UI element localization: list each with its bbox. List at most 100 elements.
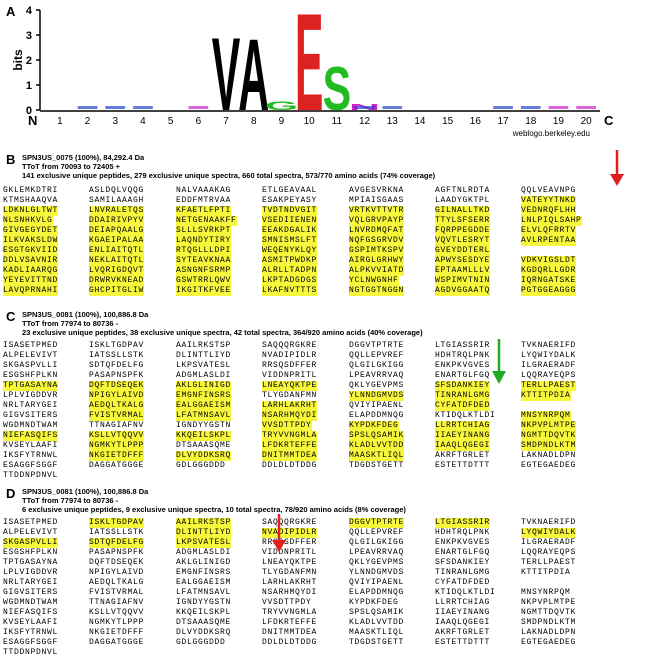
position-label: 6 [196,116,202,127]
sequence-block: DDLVSAVNIR [3,256,59,266]
sequence-block: GDLGGGDDD [176,638,226,647]
sequence-row: SKGASPVLLI SDTQFDELFG LKPSVATESL RRSQSDFFER… [0,538,669,548]
logo-minor-letter [105,106,126,109]
position-label: 16 [470,116,482,127]
sequence-block: IATSSLLSTK [89,528,145,537]
sequence-block: NALVAAAKAG [176,186,232,195]
sequence-block: IQRNGATSKE [521,276,577,286]
sequence-block: AVGESVRKNA [349,186,405,195]
sequence-block: YCLNWGNHF [349,276,399,286]
sequence-block: MAASKTLIQL [349,628,405,637]
sequence-block: LNVRDMQFAT [349,226,405,236]
sequence-row: KTMSHAAQVA SAMILAAAGH EDDFMTRVAA ESAKPEYASY… [0,196,669,206]
sequence-block: SAQQQRGKRE [262,518,318,527]
sequence-block: TRYVVNGMLA [262,431,318,441]
sequence-block: NKGIETDFFF [89,628,145,637]
sequence-block: LNVRALETQS [89,206,145,216]
sequence-block: QVIYIPAENL [349,401,405,410]
position-label: 5 [168,116,174,127]
logo-letters: VAGESN [77,0,596,140]
sequence-block: ALPELEVIVT [3,528,59,537]
sequence-block: DLINTTLIYD [176,528,232,538]
sequence-block: AAILRKSTSP [176,341,232,350]
sequence-block: TTYLSFSERR [435,216,491,226]
sequence-block: AGFTNLRDTA [435,186,491,195]
y-tick-label: 1 [26,80,32,92]
sequence-block: NGMTTDQVTK [521,431,577,441]
sequence-block: EMGNFINSRS [176,391,232,401]
logo-letter: G [265,99,298,113]
sequence-row: TTDDNPDNVL [0,471,669,481]
sequence-block: GSWTRRLQWV [176,276,232,286]
sequence-block: EEAKDGALIK [262,226,318,236]
sequence-row: KVSEYLAAFI NGMKYTLPPP DTSAAASQME LFDKRTEFFE… [0,441,669,451]
sequence-block: KKQEILSKPL [176,608,232,617]
position-label: 9 [279,116,285,127]
sequence-row: NRLTARYGEI AEDQLTKALG EALGGAEISM LARHLAKRHT… [0,578,669,588]
sequence-block: QVIYIPAENL [349,578,405,587]
sequence-block: DAGGATGGGE [89,638,145,647]
sequence-block: LKPTADGDGS [262,276,318,286]
sequence-block: QKLYGEVPMS [349,381,405,390]
sequence-block: NGMKYTLPPP [89,618,145,627]
peptide-marker-arrow [492,339,506,384]
sequence-block: NGMTTDQVTK [521,608,577,617]
coverage-panel-d: D SPN3US_0081 (100%), 100,886.8 Da TToT … [0,484,669,657]
sequence-block: EDDFMTRVAA [176,196,232,205]
sequence-block: NRLTARYGEI [3,401,59,410]
sequence-block: TPTGASAYNA [3,558,59,567]
sequence-block: SLLLSVRKPT [176,226,232,236]
sequence-block: LQQRAYEQPS [521,548,577,557]
sequence-row: KVSEYLAAFI NGMKYTLPPP DTSAAASQME LFDKRTEFFE… [0,618,669,628]
sequence-block: ETLGEAVAAL [262,186,318,195]
sequence-block: CYFATDFDED [435,578,491,587]
sequence-block: PASAPNSPFK [89,371,145,380]
sequence-block: TTDDNPDNVL [3,648,59,657]
sequence-row: YEYEVITTND DRWRVKNEAD GSWTRRLQWV LKPTADGDGS… [0,276,669,286]
sequence-block: ISKLTGDPAV [89,518,145,528]
sequence-row: NIEFASQIFS KSLLVTQQVV KKQEILSKPL TRYVVNGMLA… [0,431,669,441]
sequence-block: VIDDNPRITL [262,371,318,380]
sequence-block: ISASETPMED [3,341,59,350]
sequence-block: NSARHMQYDI [262,588,318,597]
sequence-row: TPTGASAYNA DQFTDSEQEK AKLGLINIGD LNEAYQKTPE… [0,381,669,391]
sequence-row: DDLVSAVNIR NEKLAITQTL SYTEAVKNAA ASMITPWDKP… [0,256,669,266]
sequence-block: DLINTTLIYD [176,351,232,360]
sequence-block: WSPIMVTNIN [435,276,491,286]
sequence-block: ISASETPMED [3,518,59,527]
sequence-block: DQFTDSEQEK [89,558,145,567]
sequence-block: DGGVTPTRTE [349,341,405,350]
sequence-block: AKRFTGRLET [435,451,491,460]
sequence-block: LDKNLGLTWT [3,206,59,216]
sequence-block: KTTITPDIA [521,391,571,401]
sequence-block: IKSFYTRNWL [3,451,59,460]
sequence-block: ESAGGFSGGF [3,461,59,470]
sequence-block: LFATMNSAVL [176,411,232,421]
y-axis-label: bits [11,49,25,71]
sequence-block: FQRPPEGDDE [435,226,491,236]
sequence-block: ELAPDDMNQG [349,588,405,597]
sequence-row: ESAGGFSGGF DAGGATGGGE GDLGGGDDD DDLDLDTDDG T… [0,461,669,471]
ttof-range: TToT from 77974 to 80736 - [22,496,119,505]
sequence-block: IAAQLQGEGI [435,618,491,627]
sequence-block: SMDPNDLKTM [521,441,577,451]
sequence-block: PGTGGEAGGG [521,286,577,296]
position-label: 20 [581,116,593,127]
sequence-block: AGDVGGAATQ [435,286,491,296]
sequence-block: EGTEGAEDEG [521,461,577,470]
sequence-block: GIGVSITERS [3,588,59,597]
position-label: 1 [57,116,63,127]
sequence-block: NVADIPIDLR [262,351,318,360]
sequence-block: MNSYNRPQM [521,411,571,421]
sequence-block: DNITMMTDEA [262,451,318,461]
sequence-block: DTSAAASQME [176,618,232,627]
sequence-block: IKGITKFVEE [176,286,232,296]
sequence-block: ESAKPEYASY [262,196,318,205]
sequence-block: NKPVPLMTPE [521,598,577,607]
sequence-block: NPIGYLAIVD [89,391,145,401]
sequence-block: LQQRAYEQPS [521,371,577,380]
sequence-row: NIEFASQIFS KSLLVTQQVV KKQEILSKPL TRYVVNGMLA… [0,608,669,618]
sequence-block: WGDMNDTWAM [3,598,59,607]
sequence-block: ASLDQLVQQG [89,186,145,195]
logo-minor-letter [548,106,569,109]
